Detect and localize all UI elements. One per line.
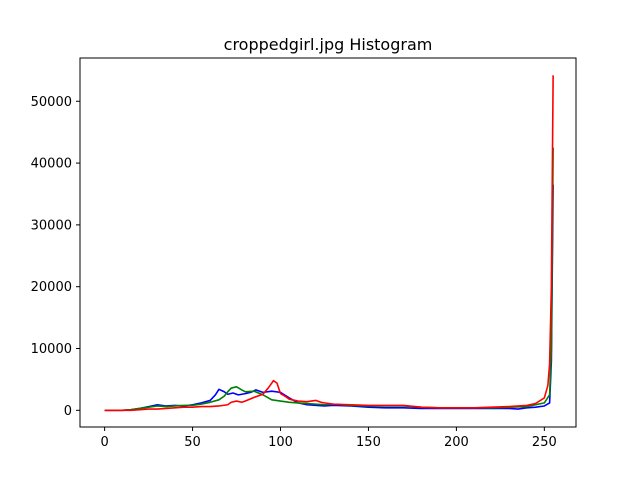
x-tick-label-3: 150 (356, 435, 381, 450)
x-tick-label-4: 200 (444, 435, 469, 450)
x-tick-label-5: 250 (532, 435, 557, 450)
x-tick-label-0: 0 (100, 435, 108, 450)
y-tick-label-1: 10000 (31, 342, 72, 357)
y-tick-label-3: 30000 (31, 218, 72, 233)
y-tick-label-4: 40000 (31, 157, 72, 172)
y-tick-label-2: 20000 (31, 280, 72, 295)
chart-title: croppedgirl.jpg Histogram (224, 35, 433, 54)
x-tick-label-2: 100 (268, 435, 293, 450)
series-line-2 (104, 75, 554, 412)
x-tick-label-1: 50 (184, 435, 201, 450)
plot-area: 0 50 100 150 200 250 0 10000 20000 30000 40000 5000… (31, 57, 577, 450)
axes-frame (79, 57, 577, 428)
y-tick-label-5: 50000 (31, 95, 72, 110)
y-tick-label-0: 0 (64, 404, 72, 419)
